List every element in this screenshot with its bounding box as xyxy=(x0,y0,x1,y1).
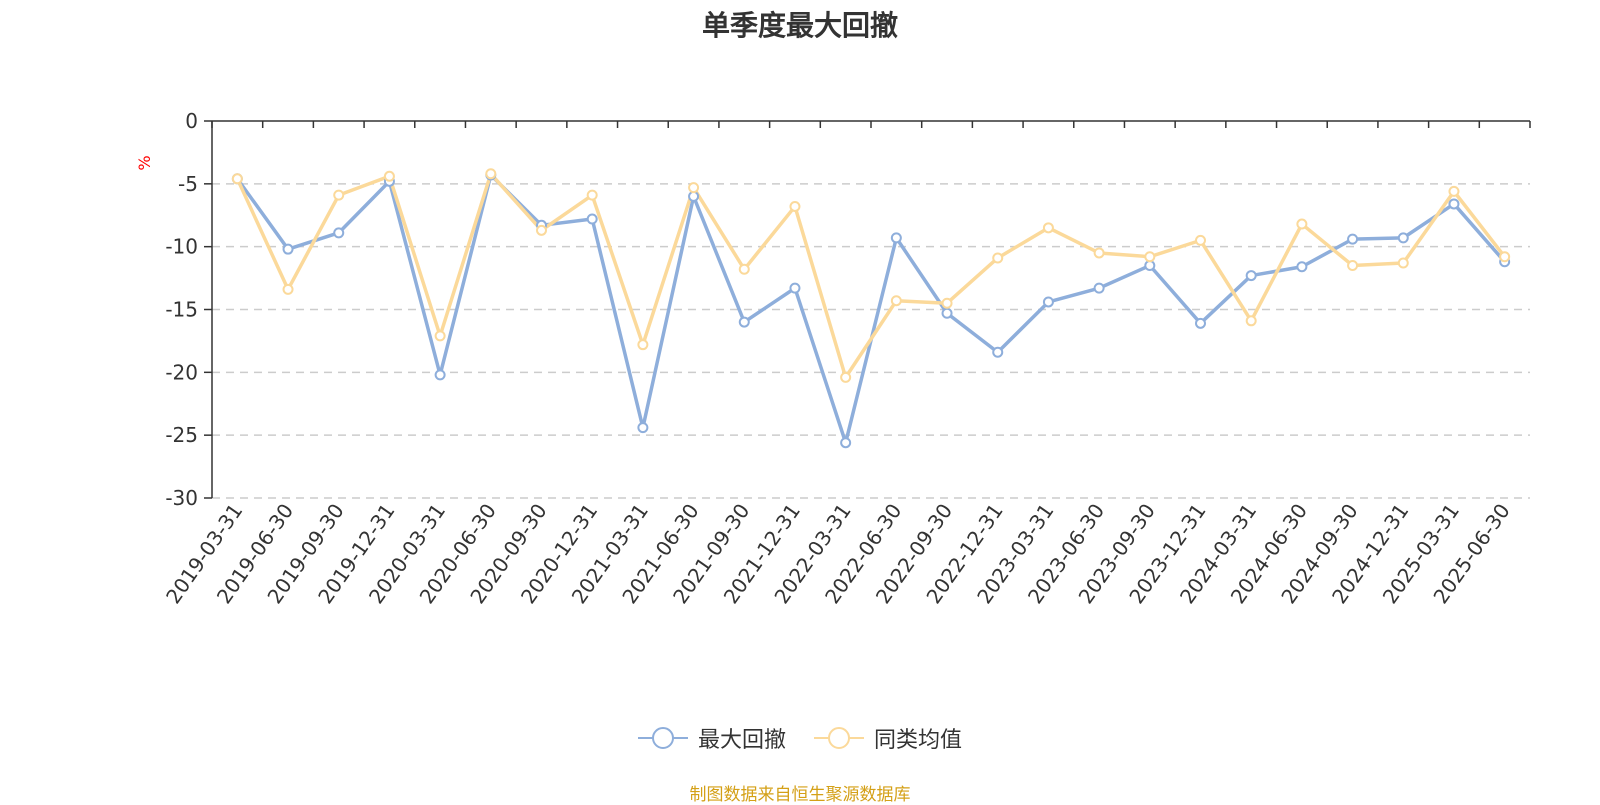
y-tick-label: -10 xyxy=(165,235,198,259)
data-point-0 xyxy=(1397,232,1409,244)
source-note: 制图数据来自恒生聚源数据库 xyxy=(689,785,911,805)
data-point-1 xyxy=(637,339,649,351)
chart-title: 单季度最大回撤 xyxy=(701,9,898,42)
data-point-0 xyxy=(282,243,294,255)
data-point-0 xyxy=(1042,296,1054,308)
data-point-0 xyxy=(586,213,598,225)
y-tick-label: -25 xyxy=(165,423,198,447)
legend-marker-max-drawdown-icon xyxy=(637,727,688,749)
data-point-1 xyxy=(1347,260,1359,272)
data-point-1 xyxy=(1042,222,1054,234)
data-point-1 xyxy=(688,182,700,194)
data-point-1 xyxy=(840,371,852,383)
series-lines xyxy=(235,172,1507,445)
data-point-0 xyxy=(434,369,446,381)
legend-label-max-drawdown: 最大回撤 xyxy=(697,728,786,753)
data-point-1 xyxy=(231,173,243,185)
data-point-0 xyxy=(1347,233,1359,245)
data-point-0 xyxy=(1448,198,1460,210)
legend-marker-peer-average-icon xyxy=(814,727,864,749)
data-point-1 xyxy=(586,189,598,201)
data-point-1 xyxy=(282,283,294,295)
data-point-1 xyxy=(333,189,345,201)
data-point-0 xyxy=(1195,317,1206,329)
data-point-0 xyxy=(840,437,852,449)
y-tick-label: -20 xyxy=(165,360,198,384)
data-point-0 xyxy=(1296,261,1308,273)
grid-lines xyxy=(212,183,1530,499)
data-point-1 xyxy=(536,224,547,236)
data-point-1 xyxy=(1448,185,1460,197)
data-point-1 xyxy=(1499,251,1511,263)
data-point-0 xyxy=(333,227,345,239)
data-point-1 xyxy=(1144,251,1156,263)
data-point-1 xyxy=(1195,234,1206,246)
data-point-0 xyxy=(1093,282,1105,294)
series-line-1 xyxy=(235,172,1507,380)
y-axis-ticks: 0 -5 -10 -15 -20 -25 -30 xyxy=(165,109,212,510)
data-point-0 xyxy=(789,282,801,294)
data-point-1 xyxy=(992,252,1004,264)
data-point-1 xyxy=(890,295,902,307)
data-point-1 xyxy=(383,170,395,182)
y-tick-label: -5 xyxy=(178,172,198,196)
y-tick-label: -30 xyxy=(165,486,198,510)
data-point-0 xyxy=(941,307,953,319)
data-point-0 xyxy=(1144,260,1156,272)
data-point-0 xyxy=(738,316,750,328)
data-point-1 xyxy=(1245,315,1257,327)
data-point-0 xyxy=(890,232,902,244)
legend-item-peer-average[interactable]: 同类均值 xyxy=(814,722,962,754)
legend-label-peer-average: 同类均值 xyxy=(874,728,963,753)
data-point-0 xyxy=(1245,270,1257,282)
data-point-1 xyxy=(1093,247,1105,259)
data-point-1 xyxy=(485,168,497,180)
data-point-1 xyxy=(1296,218,1308,230)
data-point-1 xyxy=(434,330,446,342)
y-tick-label: -15 xyxy=(165,298,198,322)
data-point-1 xyxy=(941,297,953,309)
data-point-0 xyxy=(688,190,700,202)
legend: 最大回撤 同类均值 xyxy=(0,722,1600,754)
data-point-1 xyxy=(1397,257,1409,269)
data-point-1 xyxy=(789,200,801,212)
data-point-0 xyxy=(992,346,1004,358)
data-point-1 xyxy=(738,263,750,275)
y-unit-label: % xyxy=(135,155,154,170)
series-points xyxy=(231,168,1511,449)
y-tick-label: 0 xyxy=(185,109,198,133)
legend-item-max-drawdown[interactable]: 最大回撤 xyxy=(637,722,786,754)
x-axis-ticks: 2019-03-312019-06-302019-09-302019-12-31… xyxy=(161,121,1531,608)
data-point-0 xyxy=(637,422,649,434)
